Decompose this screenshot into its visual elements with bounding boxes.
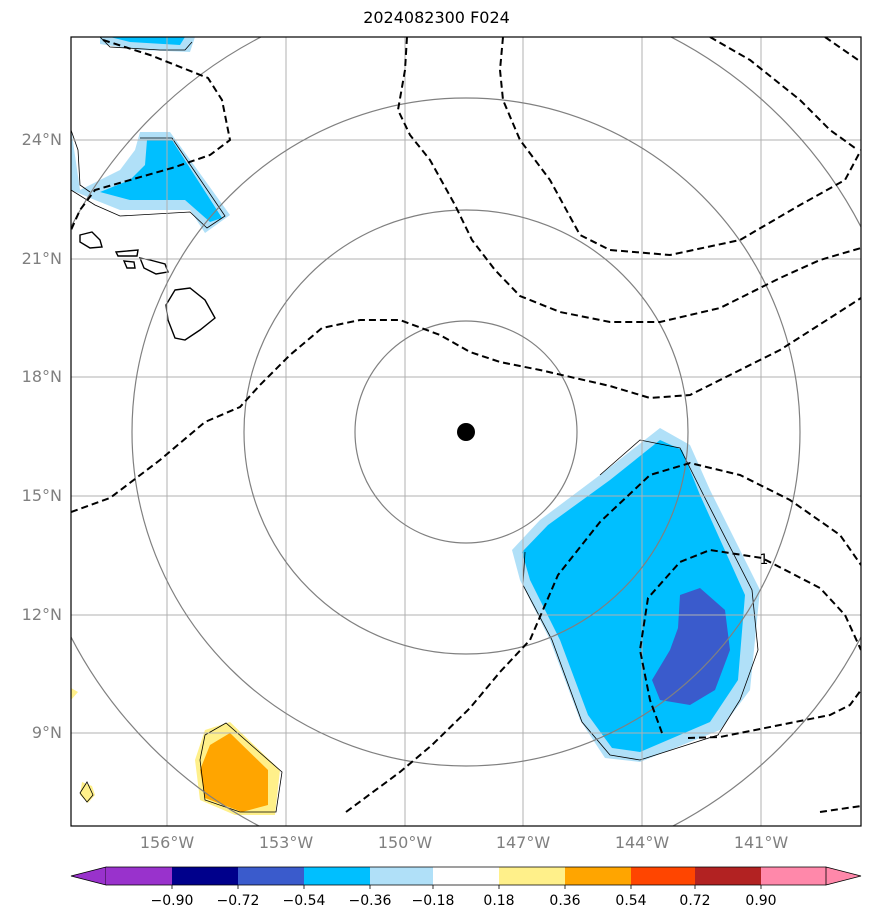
- lat-label-21n: 21°N: [21, 249, 62, 268]
- lon-label-141w: 141°W: [733, 833, 789, 852]
- colorbar-tick: −0.90: [150, 893, 194, 909]
- lon-label-156w: 156°W: [139, 833, 195, 852]
- lon-label-150w: 150°W: [377, 833, 433, 852]
- colorbar-tick: 0.54: [615, 893, 647, 909]
- hawaii-islands: [79, 231, 216, 341]
- colorbar-tick: 0.90: [745, 893, 777, 909]
- range-rings: [71, 37, 861, 826]
- anomaly-outlines: [71, 37, 759, 813]
- colorbar-tick: −0.36: [348, 893, 392, 909]
- lat-label-18n: 18°N: [21, 367, 62, 386]
- lon-label-147w: 147°W: [495, 833, 551, 852]
- anomaly-fill-positive: [71, 688, 280, 815]
- colorbar-tick: 0.72: [679, 893, 711, 909]
- storm-center-marker: [457, 423, 475, 441]
- anomaly-fill-blue: [100, 37, 745, 752]
- lat-label-24n: 24°N: [21, 130, 62, 149]
- contour-label: 1: [760, 552, 769, 568]
- anomaly-fill-dark-blue: [652, 588, 730, 705]
- dashed-contours: [71, 37, 861, 813]
- lat-label-15n: 15°N: [21, 486, 62, 505]
- colorbar-extend-min: [70, 866, 107, 886]
- map-title: 2024082300 F024: [363, 8, 510, 27]
- lat-label-12n: 12°N: [21, 605, 62, 624]
- lon-label-144w: 144°W: [614, 833, 670, 852]
- colorbar-tick: −0.18: [411, 893, 455, 909]
- plot-frame: [70, 36, 862, 827]
- lon-label-153w: 153°W: [258, 833, 314, 852]
- lat-label-9n: 9°N: [31, 723, 62, 742]
- colorbar: [70, 866, 862, 889]
- colorbar-tick: 0.18: [483, 893, 515, 909]
- colorbar-extend-max: [825, 866, 862, 886]
- colorbar-tick: −0.54: [282, 893, 326, 909]
- colorbar-tick: 0.36: [549, 893, 581, 909]
- colorbar-tick: −0.72: [216, 893, 260, 909]
